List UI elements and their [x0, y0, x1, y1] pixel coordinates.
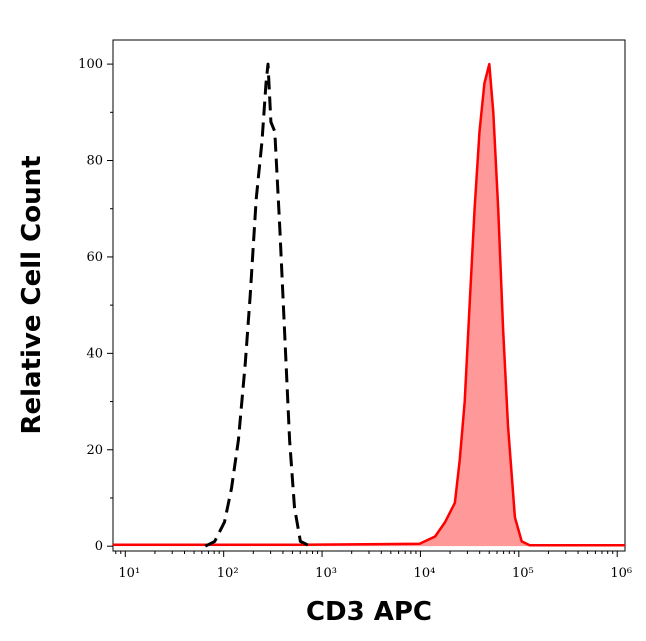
- y-tick-label: 100: [78, 57, 103, 72]
- area: [113, 64, 625, 547]
- x-tick-label: 10⁴: [414, 566, 436, 581]
- x-tick-label: 10³: [315, 566, 337, 581]
- x-tick-label: 10²: [217, 566, 239, 581]
- y-tick-label: 60: [86, 250, 103, 265]
- x-tick-label: 10¹: [118, 566, 140, 581]
- line: [204, 62, 311, 548]
- x-axis-title: CD3 APC: [306, 597, 432, 627]
- y-axis-title: Relative Cell Count: [17, 155, 47, 434]
- line: [113, 62, 625, 547]
- x-tick-label: 10⁶: [610, 566, 632, 581]
- x-tick-label: 10⁵: [512, 566, 534, 581]
- y-tick-label: 80: [86, 154, 103, 169]
- y-tick-label: 40: [86, 346, 103, 361]
- y-tick-label: 20: [86, 443, 103, 458]
- plot-frame: [112, 39, 626, 552]
- y-tick-label: 0: [95, 539, 103, 554]
